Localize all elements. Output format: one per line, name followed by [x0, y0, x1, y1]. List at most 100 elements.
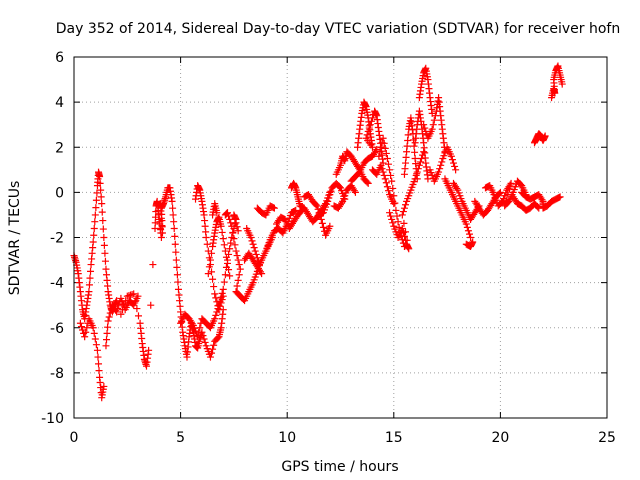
data-point-marker	[313, 202, 321, 210]
data-point-marker	[270, 204, 278, 212]
data-point-marker	[312, 201, 320, 209]
data-point-marker	[497, 199, 505, 207]
data-point-marker	[391, 199, 399, 207]
data-point-marker	[234, 276, 242, 284]
data-point-marker	[382, 149, 390, 157]
data-point-marker	[364, 179, 372, 187]
data-point-marker	[538, 196, 546, 204]
data-point-marker	[117, 310, 125, 318]
data-point-marker	[388, 177, 396, 185]
data-point-marker	[326, 222, 334, 230]
data-point-marker	[131, 297, 139, 305]
data-point-marker	[134, 292, 142, 300]
data-point-marker	[400, 204, 408, 212]
data-point-marker	[386, 166, 394, 174]
data-point-marker	[214, 334, 222, 342]
data-point-marker	[173, 263, 181, 271]
data-point-marker	[389, 219, 397, 227]
data-point-marker	[251, 247, 259, 255]
y-tick-label: 2	[55, 140, 64, 156]
data-point-marker	[383, 183, 391, 191]
data-point-marker	[463, 223, 471, 231]
data-point-marker	[229, 228, 237, 236]
data-point-marker	[402, 201, 410, 209]
data-point-marker	[405, 245, 413, 253]
data-point-marker	[134, 312, 142, 320]
data-point-marker	[247, 234, 255, 241]
data-point-marker	[421, 124, 429, 132]
data-point-marker	[436, 165, 444, 173]
data-point-marker	[219, 292, 227, 300]
data-point-marker	[89, 324, 97, 332]
y-tick-label: 6	[55, 50, 64, 66]
data-point-marker	[101, 249, 109, 257]
data-point-marker	[366, 121, 374, 129]
data-point-marker	[234, 227, 242, 235]
data-point-marker	[174, 278, 182, 286]
data-point-marker	[158, 223, 166, 231]
data-point-marker	[389, 184, 397, 192]
data-point-marker	[76, 319, 84, 327]
data-point-marker	[234, 256, 242, 264]
data-point-marker	[376, 148, 384, 156]
data-point-marker	[147, 301, 155, 309]
data-point-marker	[104, 323, 112, 331]
plot-frame	[73, 56, 608, 419]
data-point-marker	[435, 168, 443, 176]
data-point-marker	[495, 190, 503, 198]
data-point-marker	[201, 338, 209, 346]
data-point-marker	[233, 252, 241, 260]
data-point-marker	[258, 270, 266, 278]
data-point-marker	[230, 235, 238, 243]
data-point-marker	[377, 161, 385, 169]
data-point-marker	[430, 116, 438, 124]
data-point-marker	[416, 158, 424, 166]
data-point-marker	[200, 335, 208, 343]
data-point-marker	[226, 245, 234, 253]
data-point-marker	[252, 250, 260, 258]
data-point-marker	[225, 266, 233, 274]
x-axis-title: GPS time / hours	[281, 459, 398, 475]
data-point-marker	[211, 290, 219, 298]
data-point-marker	[101, 257, 109, 265]
data-point-marker	[171, 240, 179, 248]
data-point-marker	[384, 160, 392, 168]
data-point-marker	[362, 134, 370, 142]
data-point-marker	[381, 175, 389, 183]
x-tick-label: 5	[176, 430, 185, 446]
data-point-marker	[85, 281, 93, 289]
data-point-marker	[100, 241, 108, 249]
data-point-marker	[448, 156, 456, 164]
data-point-marker	[224, 209, 232, 217]
y-tick-label: -8	[50, 366, 64, 382]
data-point-marker	[222, 253, 230, 261]
data-points	[70, 62, 566, 402]
data-point-marker	[77, 323, 85, 331]
data-point-marker	[217, 299, 225, 307]
data-point-marker	[204, 270, 212, 278]
data-point-marker	[170, 224, 178, 232]
data-point-marker	[90, 329, 98, 337]
data-point-marker	[196, 324, 204, 332]
data-point-marker	[157, 234, 165, 241]
data-point-marker	[215, 306, 223, 314]
data-point-marker	[213, 209, 221, 217]
data-point-marker	[212, 311, 220, 319]
data-point-marker	[114, 305, 122, 313]
data-point-marker	[338, 199, 346, 207]
data-point-marker	[413, 175, 421, 183]
data-point-marker	[211, 315, 219, 323]
data-point-marker	[202, 234, 210, 241]
data-point-marker	[105, 313, 113, 321]
data-point-marker	[218, 228, 226, 236]
data-point-marker	[220, 241, 228, 249]
data-point-marker	[210, 283, 218, 291]
data-point-marker	[209, 345, 217, 353]
data-point-marker	[149, 261, 157, 269]
data-point-marker	[90, 231, 98, 239]
data-point-marker	[363, 178, 371, 186]
data-point-marker	[447, 152, 455, 160]
data-point-marker	[453, 184, 461, 192]
data-point-marker	[93, 346, 101, 354]
data-point-marker	[169, 204, 177, 212]
